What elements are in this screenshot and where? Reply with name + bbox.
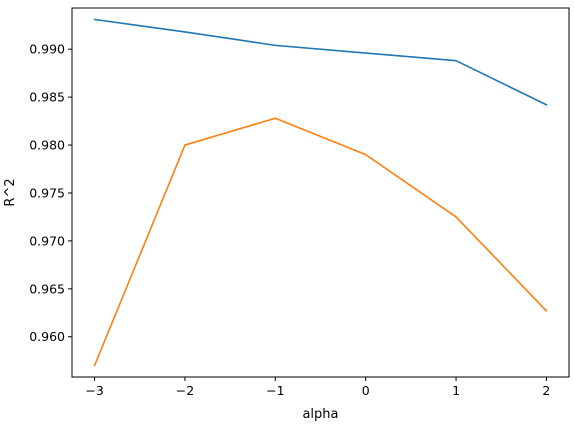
x-tick-label: 0 (362, 383, 370, 398)
y-tick-label: 0.960 (29, 329, 65, 344)
x-tick-label: −1 (266, 383, 284, 398)
x-tick-label: 2 (542, 383, 550, 398)
y-axis-label: R^2 (3, 178, 18, 206)
series-line-2 (93, 117, 548, 367)
x-axis-ticks: −3 −2 −1 0 1 2 (85, 377, 550, 398)
plot-area (71, 7, 570, 378)
series-line-1 (93, 18, 548, 106)
y-tick-label: 0.965 (29, 281, 65, 296)
x-tick-label: 1 (452, 383, 460, 398)
y-tick-label: 0.990 (29, 42, 65, 57)
x-axis-label: alpha (302, 407, 338, 422)
x-tick-label: −2 (176, 383, 194, 398)
y-tick-label: 0.985 (29, 90, 65, 105)
y-tick-label: 0.975 (29, 185, 65, 200)
y-tick-label: 0.980 (29, 138, 65, 153)
series-lines (93, 18, 548, 367)
y-axis-ticks: 0.960 0.965 0.970 0.975 0.980 0.985 0.990 (29, 42, 72, 344)
y-tick-label: 0.970 (29, 233, 65, 248)
x-tick-label: −3 (85, 383, 103, 398)
